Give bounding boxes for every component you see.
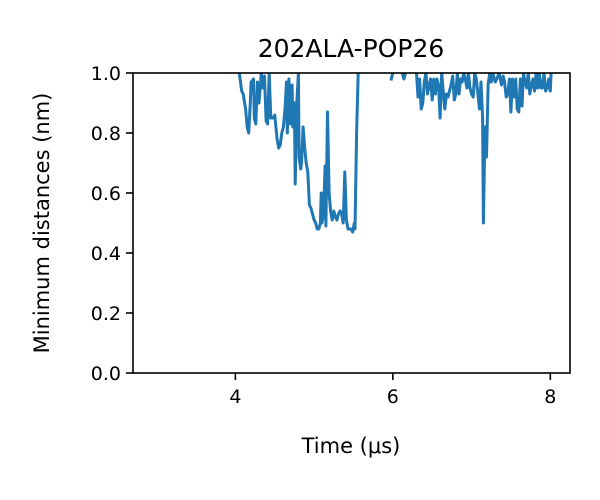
x-tick-label: 8	[544, 386, 556, 408]
series-line-segment	[389, 73, 395, 81]
x-axis-ticks: 4 6 8	[229, 373, 556, 408]
chart-title: 202ALA-POP26	[258, 34, 445, 63]
x-tick-label: 6	[387, 386, 399, 408]
series-layer	[237, 73, 553, 234]
y-axis-ticks: 0.0 0.2 0.4 0.6 0.8 1.0	[91, 63, 133, 385]
plot-frame	[132, 72, 571, 374]
series-line-segment	[414, 73, 553, 225]
y-tick-label: 1.0	[91, 63, 121, 85]
series-line-segment	[400, 73, 407, 81]
series-line-segment	[237, 73, 360, 234]
x-tick-label: 4	[229, 386, 241, 408]
x-axis-label: Time (μs)	[301, 434, 401, 458]
y-tick-label: 0.2	[91, 303, 121, 325]
y-tick-label: 0.0	[91, 363, 121, 385]
y-tick-label: 0.6	[91, 183, 121, 205]
y-axis-label: Minimum distances (nm)	[30, 93, 54, 354]
y-tick-label: 0.4	[91, 243, 121, 265]
y-tick-label: 0.8	[91, 123, 121, 145]
